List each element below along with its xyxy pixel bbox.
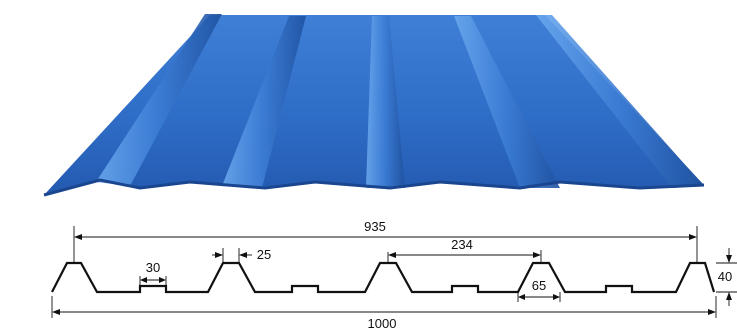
profile-cross-section — [51, 261, 716, 294]
roof-sheet-illustration — [43, 14, 705, 197]
dim-minor-rib-width: 30 — [146, 260, 160, 275]
dim-rib-top-width: 25 — [257, 247, 271, 262]
sheet-rib — [96, 14, 222, 186]
dimension-labels: 935 234 25 30 65 40 1000 — [146, 219, 732, 331]
sheet-front-edge — [43, 178, 705, 197]
dim-rib-height: 40 — [718, 269, 732, 284]
dim-effective-width: 935 — [364, 219, 386, 234]
dim-rib-pitch: 234 — [451, 237, 473, 252]
sheet-rib — [536, 15, 704, 188]
sheet-rib — [222, 16, 306, 188]
sheet-rib — [454, 16, 560, 188]
dim-total-width: 1000 — [368, 316, 397, 331]
sheet-rib — [366, 16, 405, 188]
profile-outline — [51, 261, 716, 294]
dimension-lines — [51, 226, 737, 318]
dim-rib-base-width: 65 — [532, 278, 546, 293]
